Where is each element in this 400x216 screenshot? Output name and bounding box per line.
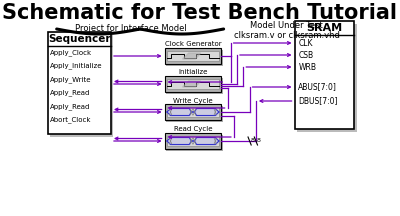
Text: Apply_Read: Apply_Read bbox=[50, 89, 91, 96]
Polygon shape bbox=[182, 81, 201, 87]
Bar bbox=[48, 32, 111, 134]
Text: Model Under Test
clksram.v or clksram.vhd: Model Under Test clksram.v or clksram.vh… bbox=[234, 21, 340, 40]
Text: Read Cycle: Read Cycle bbox=[174, 127, 212, 132]
Text: Apply_Initialize: Apply_Initialize bbox=[50, 62, 103, 69]
Bar bbox=[166, 50, 223, 66]
Text: DBUS[7:0]: DBUS[7:0] bbox=[298, 97, 338, 105]
Text: Schematic for Test Bench Tutorial: Schematic for Test Bench Tutorial bbox=[2, 3, 398, 23]
Polygon shape bbox=[182, 53, 201, 59]
Text: Write Cycle: Write Cycle bbox=[173, 97, 213, 103]
Text: 8: 8 bbox=[250, 138, 254, 143]
Bar bbox=[166, 135, 223, 151]
Bar bbox=[294, 21, 354, 129]
Text: SRAM: SRAM bbox=[306, 23, 342, 33]
Text: Apply_Write: Apply_Write bbox=[50, 76, 92, 83]
Bar bbox=[297, 24, 357, 132]
Text: ABUS[7:0]: ABUS[7:0] bbox=[298, 83, 337, 92]
Text: CLK: CLK bbox=[298, 38, 313, 48]
Bar bbox=[164, 104, 221, 120]
Bar bbox=[166, 78, 223, 94]
Text: Apply_Clock: Apply_Clock bbox=[50, 49, 92, 56]
Bar bbox=[167, 136, 219, 146]
Text: Project for Interface Model: Project for Interface Model bbox=[75, 24, 186, 33]
Text: Apply_Read: Apply_Read bbox=[50, 103, 91, 110]
Text: Sequencer: Sequencer bbox=[48, 34, 111, 44]
Bar bbox=[167, 79, 219, 89]
Bar bbox=[166, 106, 223, 122]
Bar bbox=[164, 76, 221, 92]
Text: Abort_Clock: Abort_Clock bbox=[50, 116, 92, 123]
Bar bbox=[164, 48, 221, 64]
Bar bbox=[167, 107, 219, 117]
Text: CSB: CSB bbox=[298, 51, 314, 59]
Bar bbox=[164, 133, 221, 149]
Text: Clock Generator: Clock Generator bbox=[165, 41, 221, 48]
Bar bbox=[50, 35, 113, 137]
Text: WRB: WRB bbox=[298, 62, 316, 71]
Text: Initialize: Initialize bbox=[178, 70, 208, 76]
Bar bbox=[167, 51, 219, 61]
Text: 8: 8 bbox=[257, 138, 260, 143]
